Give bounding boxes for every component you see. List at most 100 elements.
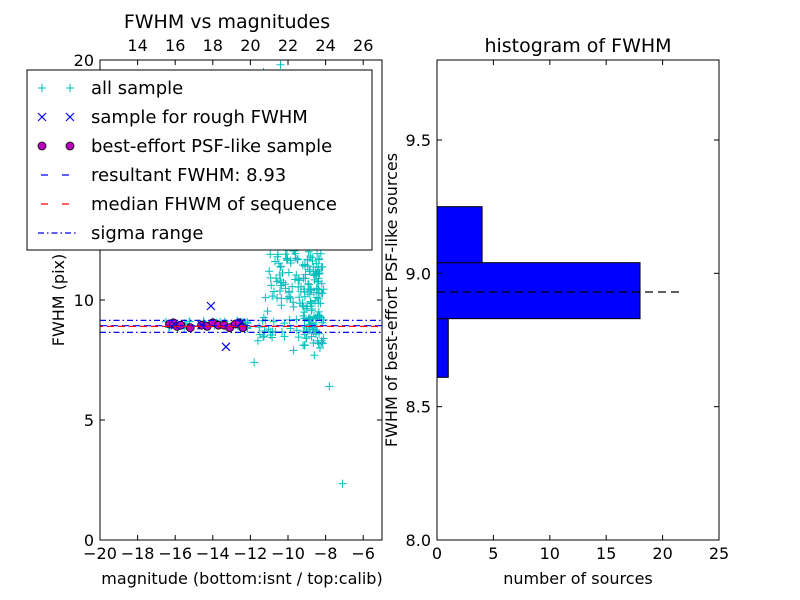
all-sample-point: [315, 311, 324, 320]
all-sample-point: [304, 279, 313, 288]
all-sample-point: [300, 260, 309, 269]
y-tick-label: 10: [74, 291, 94, 310]
all-sample-point: [289, 346, 298, 355]
legend-marker: [65, 112, 75, 122]
all-sample-point: [292, 315, 301, 324]
all-sample-point: [302, 334, 311, 343]
all-sample-point: [314, 263, 323, 272]
x-tick-label: 10: [540, 544, 560, 563]
all-sample-point: [264, 325, 273, 334]
best-sample-point: [185, 323, 195, 333]
histogram-title: histogram of FWHM: [484, 35, 671, 57]
all-sample-point: [302, 323, 311, 332]
legend-label: median FHWM of sequence: [91, 194, 337, 215]
all-sample-point: [312, 293, 321, 302]
all-sample-point: [243, 317, 252, 326]
all-sample-point: [272, 277, 281, 286]
all-sample-point: [305, 313, 314, 322]
all-sample-point: [309, 338, 318, 347]
all-sample-point: [280, 319, 289, 328]
all-sample-point: [315, 329, 324, 338]
legend: all sample sample for rough FWHM best-effo…: [26, 69, 373, 251]
all-sample-point: [315, 254, 324, 263]
histogram-bar: [436, 206, 483, 264]
all-sample-point: [305, 265, 314, 274]
scatter-title: FWHM vs magnitudes: [124, 11, 330, 33]
all-sample-point: [304, 315, 313, 324]
all-sample-point: [298, 261, 307, 270]
legend-label: best-effort PSF-like sample: [91, 136, 332, 157]
all-sample-point: [292, 270, 301, 279]
all-sample-point: [317, 262, 326, 271]
all-sample-point: [288, 282, 297, 291]
top-tick-label: 18: [203, 36, 223, 55]
all-sample-point: [277, 301, 286, 310]
histogram-panel: 0 5 10 15 20 25 8.0 8.5 9.0 9.5 histogram of FWHM…: [382, 35, 729, 588]
legend-entry: median FHWM of sequence: [38, 194, 337, 215]
all-sample-point: [250, 358, 259, 367]
x-tick-label: −18: [121, 544, 155, 563]
histogram-bar: [436, 262, 641, 320]
all-sample-point: [267, 281, 276, 290]
legend-marker: [65, 141, 75, 151]
all-sample-point: [293, 255, 302, 264]
all-sample-point: [295, 276, 304, 285]
x-tick-label: −6: [351, 544, 375, 563]
histogram-bars: [436, 206, 641, 378]
rough-sample-point: [221, 342, 231, 352]
all-sample-point: [270, 257, 279, 266]
all-sample-point: [274, 259, 283, 268]
all-sample-point: [277, 294, 286, 303]
all-sample-point: [286, 294, 295, 303]
all-sample-point: [293, 255, 302, 264]
all-sample-point: [319, 285, 328, 294]
all-sample-point: [314, 277, 323, 286]
legend-label: resultant FWHM: 8.93: [91, 165, 286, 186]
all-sample-point: [266, 273, 275, 282]
all-sample-point: [281, 280, 290, 289]
all-sample-point: [282, 254, 291, 263]
all-sample-point: [295, 299, 304, 308]
all-sample-point: [312, 284, 321, 293]
histogram-ticks: 0 5 10 15 20 25 8.0 8.5 9.0 9.5: [406, 60, 729, 563]
y-tick-label: 9.5: [406, 131, 431, 150]
all-sample-point: [307, 332, 316, 341]
y-tick-label: 0: [84, 531, 94, 550]
legend-marker: [66, 84, 74, 92]
all-sample-point: [266, 250, 275, 259]
legend-label: sample for rough FWHM: [91, 107, 308, 128]
top-tick-label: 24: [315, 36, 335, 55]
all-sample-point: [280, 332, 289, 341]
all-sample-point: [255, 323, 264, 332]
legend-entry: sample for rough FWHM: [37, 107, 308, 128]
all-sample-point: [278, 268, 287, 277]
all-sample-point: [276, 60, 285, 69]
all-sample-point: [276, 263, 285, 272]
all-sample-point: [303, 255, 312, 264]
all-sample-point: [299, 274, 308, 283]
top-tick-label: 14: [127, 36, 147, 55]
all-sample-point: [286, 258, 295, 267]
all-sample-point: [315, 344, 324, 352]
all-sample-point: [306, 286, 315, 295]
all-sample-point: [277, 281, 286, 290]
top-tick-label: 22: [278, 36, 298, 55]
all-sample-point: [291, 254, 300, 263]
legend-entry: best-effort PSF-like sample: [37, 136, 332, 157]
all-sample-point: [295, 293, 304, 302]
x-tick-label: −8: [314, 544, 338, 563]
all-sample-point: [260, 326, 269, 335]
x-tick-label: −14: [196, 544, 230, 563]
all-sample-point: [318, 339, 327, 348]
histogram-bar: [436, 318, 449, 378]
scatter-xlabel: magnitude (bottom:isnt / top:calib): [101, 569, 382, 588]
x-tick-label: −12: [234, 544, 268, 563]
x-tick-label: 15: [596, 544, 616, 563]
x-tick-label: −16: [158, 544, 192, 563]
rough-sample-point: [206, 301, 216, 311]
all-sample-point: [316, 249, 325, 258]
x-tick-label: 5: [488, 544, 498, 563]
legend-box: [26, 69, 373, 251]
all-sample-point: [283, 255, 292, 264]
x-tick-label: −10: [271, 544, 305, 563]
